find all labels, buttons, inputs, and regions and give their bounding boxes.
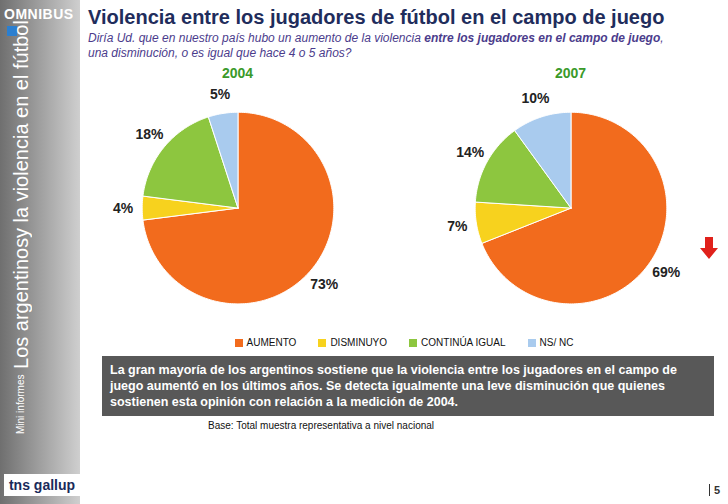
svg-text:4%: 4%	[113, 200, 134, 216]
svg-text:69%: 69%	[652, 264, 681, 280]
html-text:2004: 2004	[221, 65, 254, 81]
html-text:5: 5	[713, 484, 720, 496]
html-text:Mini informes: Mini informes	[15, 374, 26, 434]
html-text:2007: 2007	[554, 65, 587, 81]
html-text:NS/ NC: NS/ NC	[539, 336, 574, 348]
html-text:OMNIBUS: OMNIBUS	[4, 6, 74, 22]
html-text:Los argentinos: Los argentinos	[10, 237, 32, 375]
svg-text:18%: 18%	[135, 126, 164, 142]
html-text:Diría Ud. que en nuestro país: Diría Ud. que en nuestro país hubo un au…	[88, 31, 664, 60]
html-text:DISMINUYO: DISMINUYO	[330, 336, 388, 348]
html-text:tns gallup: tns gallup	[8, 477, 76, 493]
html-text:AUMENTO: AUMENTO	[246, 336, 297, 348]
html-text:Violencia entre los jugadores: Violencia entre los jugadores de fútbol …	[88, 6, 665, 28]
svg-text:73%: 73%	[310, 276, 339, 292]
html-text:Base: Total muestra representa: Base: Total muestra representativa a niv…	[208, 420, 435, 432]
svg-text:10%: 10%	[522, 90, 551, 106]
html-text:La gran mayoría de los argenti: La gran mayoría de los argentinos sostie…	[110, 363, 677, 410]
svg-text:5%: 5%	[210, 86, 231, 102]
svg-text:7%: 7%	[447, 218, 468, 234]
html-text:CONTINÚA IGUAL: CONTINÚA IGUAL	[421, 336, 506, 348]
svg-text:14%: 14%	[456, 144, 485, 160]
html-text:y la violencia en el fútbol: y la violencia en el fútbol	[10, 19, 32, 238]
